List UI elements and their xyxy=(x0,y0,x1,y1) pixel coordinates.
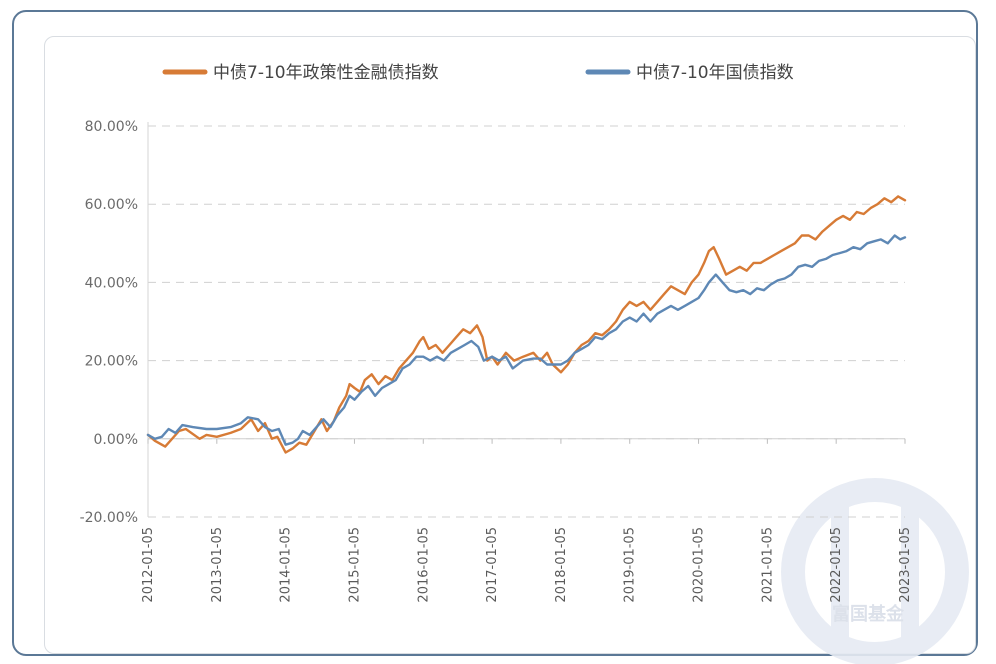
chart-card xyxy=(44,36,976,654)
legend-label: 中债7-10年国债指数 xyxy=(636,63,794,83)
series-line-treasury-bond xyxy=(146,234,907,446)
x-tick-label: 2019-01-05 xyxy=(623,527,638,603)
outer-frame xyxy=(12,10,978,656)
x-tick-label: 2021-01-05 xyxy=(760,527,775,603)
x-tick-label: 2014-01-05 xyxy=(279,527,294,603)
y-tick-label: 0.00% xyxy=(94,432,138,448)
x-tick-label: 2013-01-05 xyxy=(210,527,225,603)
x-tick-label: 2023-01-05 xyxy=(898,527,913,603)
x-tick-label: 2012-01-05 xyxy=(141,527,156,603)
legend-label: 中债7-10年政策性金融债指数 xyxy=(213,63,439,83)
y-tick-label: 80.00% xyxy=(85,119,138,135)
x-tick-label: 2022-01-05 xyxy=(829,527,844,603)
y-tick-label: 60.00% xyxy=(85,197,138,213)
x-tick-label: 2015-01-05 xyxy=(347,527,362,603)
x-tick-label: 2020-01-05 xyxy=(692,527,707,603)
x-tick-label: 2016-01-05 xyxy=(416,527,431,603)
series-line-policy-bank-bond xyxy=(146,195,907,454)
x-tick-label: 2018-01-05 xyxy=(554,527,569,603)
y-tick-label: -20.00% xyxy=(80,510,138,526)
fuguo-logo-icon: 富国基金 xyxy=(781,478,969,664)
y-tick-label: 40.00% xyxy=(85,275,138,291)
y-tick-label: 20.00% xyxy=(85,354,138,370)
watermark-text: 富国基金 xyxy=(832,603,905,625)
x-tick-label: 2017-01-05 xyxy=(485,527,500,603)
